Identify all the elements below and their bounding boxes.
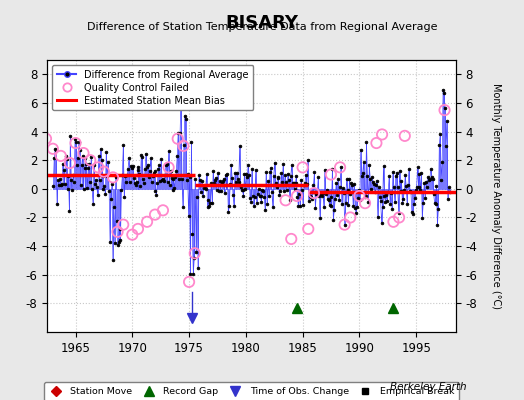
Point [341,222,349,228]
Y-axis label: Monthly Temperature Anomaly Difference (°C): Monthly Temperature Anomaly Difference (… [492,83,501,309]
Point [179,143,188,149]
Text: Difference of Station Temperature Data from Regional Average: Difference of Station Temperature Data f… [87,22,437,32]
Text: Berkeley Earth: Berkeley Earth [390,382,466,392]
Point [287,236,296,242]
Point [355,193,364,199]
Point [191,250,199,256]
Point [372,140,380,146]
Point [113,228,122,235]
Point [310,190,318,196]
Point [299,164,307,170]
Point [57,153,65,159]
Point [109,174,117,180]
Point [389,218,398,225]
Point [173,136,182,142]
Point [336,164,344,170]
Point [378,131,386,138]
Point [86,157,94,164]
Point [71,140,80,146]
Point [159,207,167,214]
Point [66,160,74,166]
Point [143,218,151,225]
Legend: Station Move, Record Gap, Time of Obs. Change, Empirical Break: Station Move, Record Gap, Time of Obs. C… [43,382,460,400]
Point [361,200,369,206]
Point [327,171,335,178]
Point [165,164,173,170]
Point [281,197,290,204]
Point [119,222,127,228]
Point [400,133,409,139]
Point [79,150,88,156]
Point [42,136,50,142]
Point [128,232,136,238]
Point [100,168,108,175]
Point [94,164,103,170]
Point [395,214,403,221]
Text: BISARY: BISARY [225,14,299,32]
Point [151,212,159,218]
Point [440,107,449,113]
Point [304,226,312,232]
Point [185,279,193,285]
Point [134,226,142,232]
Point [293,193,301,199]
Point [49,146,57,152]
Point [346,214,354,221]
